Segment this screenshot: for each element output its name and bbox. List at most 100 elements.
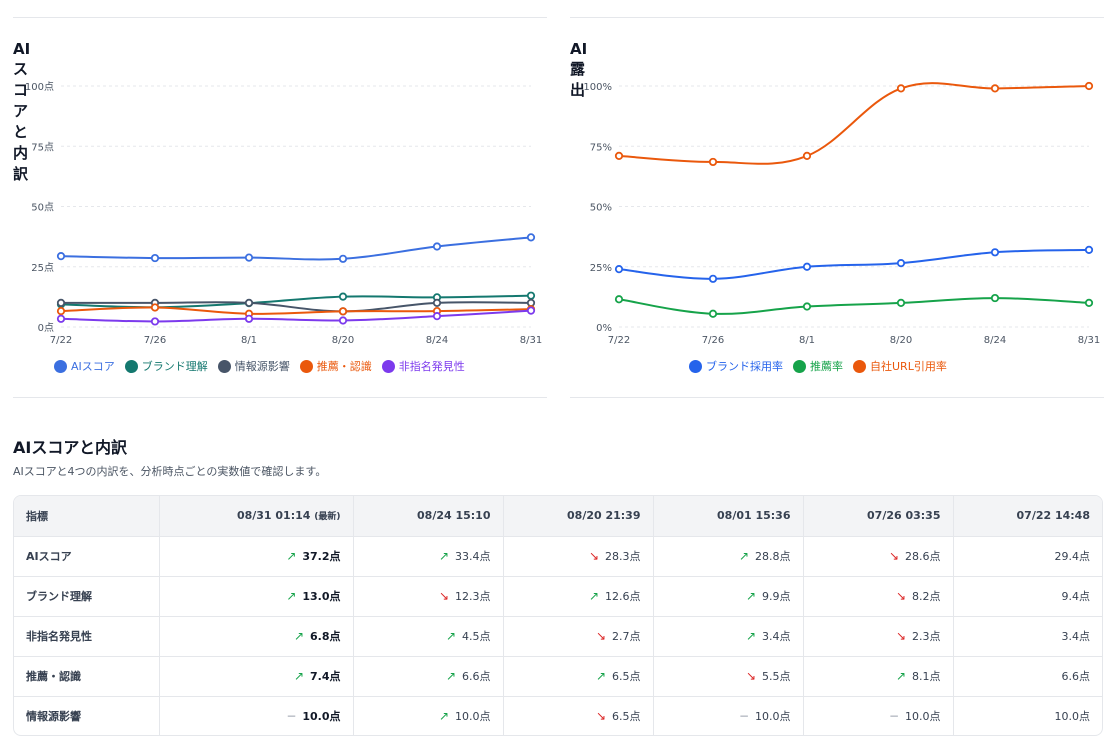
table-header-row: 指標 08/31 01:14 (最新) 08/24 15:10 08/20 21… bbox=[14, 496, 1102, 537]
cell-value: 29.4点 bbox=[1054, 550, 1091, 563]
value-cell: ↗ 33.4点 bbox=[353, 536, 504, 577]
trend-up-icon: ↗ bbox=[595, 669, 607, 683]
trend-up-icon: ↗ bbox=[445, 669, 457, 683]
y-tick-label: 25点 bbox=[31, 262, 54, 274]
exposure-chart-title: AI露出 bbox=[570, 40, 588, 99]
trend-down-icon: ↘ bbox=[895, 589, 907, 603]
panel-divider bbox=[570, 397, 1104, 398]
y-tick-label: 75点 bbox=[31, 141, 54, 153]
data-point bbox=[150, 317, 160, 326]
table-header-date: 08/24 15:10 bbox=[353, 496, 504, 537]
x-tick-label: 7/26 bbox=[144, 335, 166, 346]
exposure-line-chart: 0% 25% 50% 75% 100% 7/22 7/26 8/1 8/20 8/24 8/31 bbox=[583, 81, 1100, 346]
legend-label: 自社URL引用率 bbox=[870, 360, 947, 373]
series-line bbox=[60, 309, 532, 323]
legend-swatch bbox=[299, 359, 313, 373]
cell-value: 6.8点 bbox=[310, 630, 341, 643]
score-line-chart: 0点 25点 50点 75点 100点 7/22 7/26 8/1 8/20 8/24 8/31 bbox=[25, 81, 542, 346]
legend-label: AIスコア bbox=[71, 360, 115, 373]
trend-down-icon: ↘ bbox=[888, 549, 900, 563]
legend-item: 情報源影響 bbox=[217, 358, 290, 374]
y-tick-label: 25% bbox=[590, 263, 612, 274]
data-point bbox=[526, 233, 536, 242]
series-line bbox=[60, 306, 532, 315]
trend-down-icon: ↘ bbox=[595, 709, 607, 724]
value-cell: ↘ 28.3点 bbox=[503, 536, 654, 577]
data-point bbox=[56, 252, 66, 261]
legend-swatch bbox=[793, 359, 806, 373]
legend-item: 非指名発見性 bbox=[381, 358, 465, 374]
trend-up-icon: ↗ bbox=[588, 589, 600, 603]
data-point bbox=[338, 254, 348, 263]
series-line bbox=[618, 248, 1090, 280]
data-point bbox=[990, 293, 1000, 303]
cell-value: 28.6点 bbox=[905, 550, 941, 563]
value-cell: ↗ 4.5点 bbox=[353, 616, 504, 657]
value-cell: ↗ 7.4点 bbox=[159, 656, 354, 697]
cell-value: 8.2点 bbox=[912, 590, 941, 603]
legend-label: 推薦・認識 bbox=[316, 360, 372, 373]
data-point bbox=[56, 306, 66, 316]
cell-value: 10.0点 bbox=[455, 710, 491, 724]
y-tick-label: 0% bbox=[596, 323, 612, 334]
x-tick-label: 8/24 bbox=[984, 335, 1006, 346]
legend-swatch bbox=[381, 359, 395, 373]
value-cell: ↗ 6.5点 bbox=[503, 656, 654, 697]
series-line bbox=[618, 82, 1090, 165]
cell-value: 3.4点 bbox=[1061, 630, 1091, 643]
trend-up-icon: ↗ bbox=[745, 589, 757, 603]
table-header-date: 07/26 03:35 bbox=[803, 496, 954, 537]
score-breakdown-table: 指標 08/31 01:14 (最新) 08/24 15:10 08/20 21… bbox=[13, 495, 1103, 736]
cell-value: 5.5点 bbox=[762, 670, 791, 683]
cell-value: 9.4点 bbox=[1061, 590, 1091, 603]
cell-value: 10.0点 bbox=[302, 710, 341, 724]
data-point bbox=[526, 306, 536, 315]
data-point bbox=[708, 309, 718, 318]
cell-value: 2.7点 bbox=[612, 630, 641, 643]
value-cell: ↗ 28.8点 bbox=[653, 536, 804, 577]
x-tick-label: 8/31 bbox=[520, 335, 542, 346]
trend-down-icon: ↘ bbox=[895, 629, 907, 643]
data-point bbox=[1084, 81, 1094, 91]
value-cell: ↗ 12.6点 bbox=[503, 576, 654, 617]
legend-label: 情報源影響 bbox=[234, 360, 290, 373]
data-point bbox=[708, 157, 718, 167]
cell-value: 28.8点 bbox=[755, 550, 791, 563]
data-point bbox=[1084, 298, 1094, 307]
trend-flat-icon: − bbox=[888, 709, 900, 724]
y-tick-label: 75% bbox=[590, 142, 612, 153]
table-row: 情報源影響 −10.0点 ↗ 10.0点 ↘ 6.5点 −10.0点 −10.0点 10.0点 bbox=[14, 696, 1102, 735]
legend-label: ブランド理解 bbox=[141, 360, 208, 373]
latest-tag: (最新) bbox=[314, 512, 341, 523]
score-chart-title: AIスコアと内訳 bbox=[13, 40, 31, 183]
cell-value: 37.2点 bbox=[302, 550, 341, 563]
data-point bbox=[990, 84, 1000, 93]
value-cell: ↗ 6.8点 bbox=[159, 616, 354, 657]
trend-up-icon: ↗ bbox=[895, 669, 907, 683]
y-tick-label: 0点 bbox=[38, 322, 54, 334]
value-cell: 10.0点 bbox=[953, 696, 1102, 735]
data-point bbox=[244, 253, 254, 262]
trend-up-icon: ↗ bbox=[286, 589, 297, 603]
table-header-date: 08/31 01:14 (最新) bbox=[159, 496, 354, 537]
cell-value: 6.5点 bbox=[612, 710, 641, 724]
table-row: 推薦・認識 ↗ 7.4点 ↗ 6.6点 ↗ 6.5点 ↘ 5.5点 ↗ 8.1点 6.6点 bbox=[14, 656, 1102, 697]
metric-name: 情報源影響 bbox=[14, 696, 160, 735]
x-tick-label: 8/20 bbox=[332, 335, 354, 346]
legend-item: 推薦・認識 bbox=[299, 358, 372, 374]
trend-up-icon: ↗ bbox=[438, 709, 450, 724]
data-point bbox=[614, 151, 624, 160]
value-cell: −10.0点 bbox=[803, 696, 954, 735]
data-point bbox=[802, 151, 812, 160]
trend-down-icon: ↘ bbox=[588, 549, 600, 563]
value-cell: −10.0点 bbox=[159, 696, 354, 735]
data-point bbox=[1084, 245, 1094, 254]
y-tick-label: 50点 bbox=[31, 202, 54, 214]
value-cell: ↘ 28.6点 bbox=[803, 536, 954, 577]
value-cell: ↗ 9.9点 bbox=[653, 576, 804, 617]
data-point bbox=[708, 274, 718, 283]
legend-item: 自社URL引用率 bbox=[853, 358, 947, 374]
trend-up-icon: ↗ bbox=[745, 629, 757, 643]
legend-swatch bbox=[124, 359, 138, 373]
y-tick-label: 100% bbox=[583, 82, 612, 93]
